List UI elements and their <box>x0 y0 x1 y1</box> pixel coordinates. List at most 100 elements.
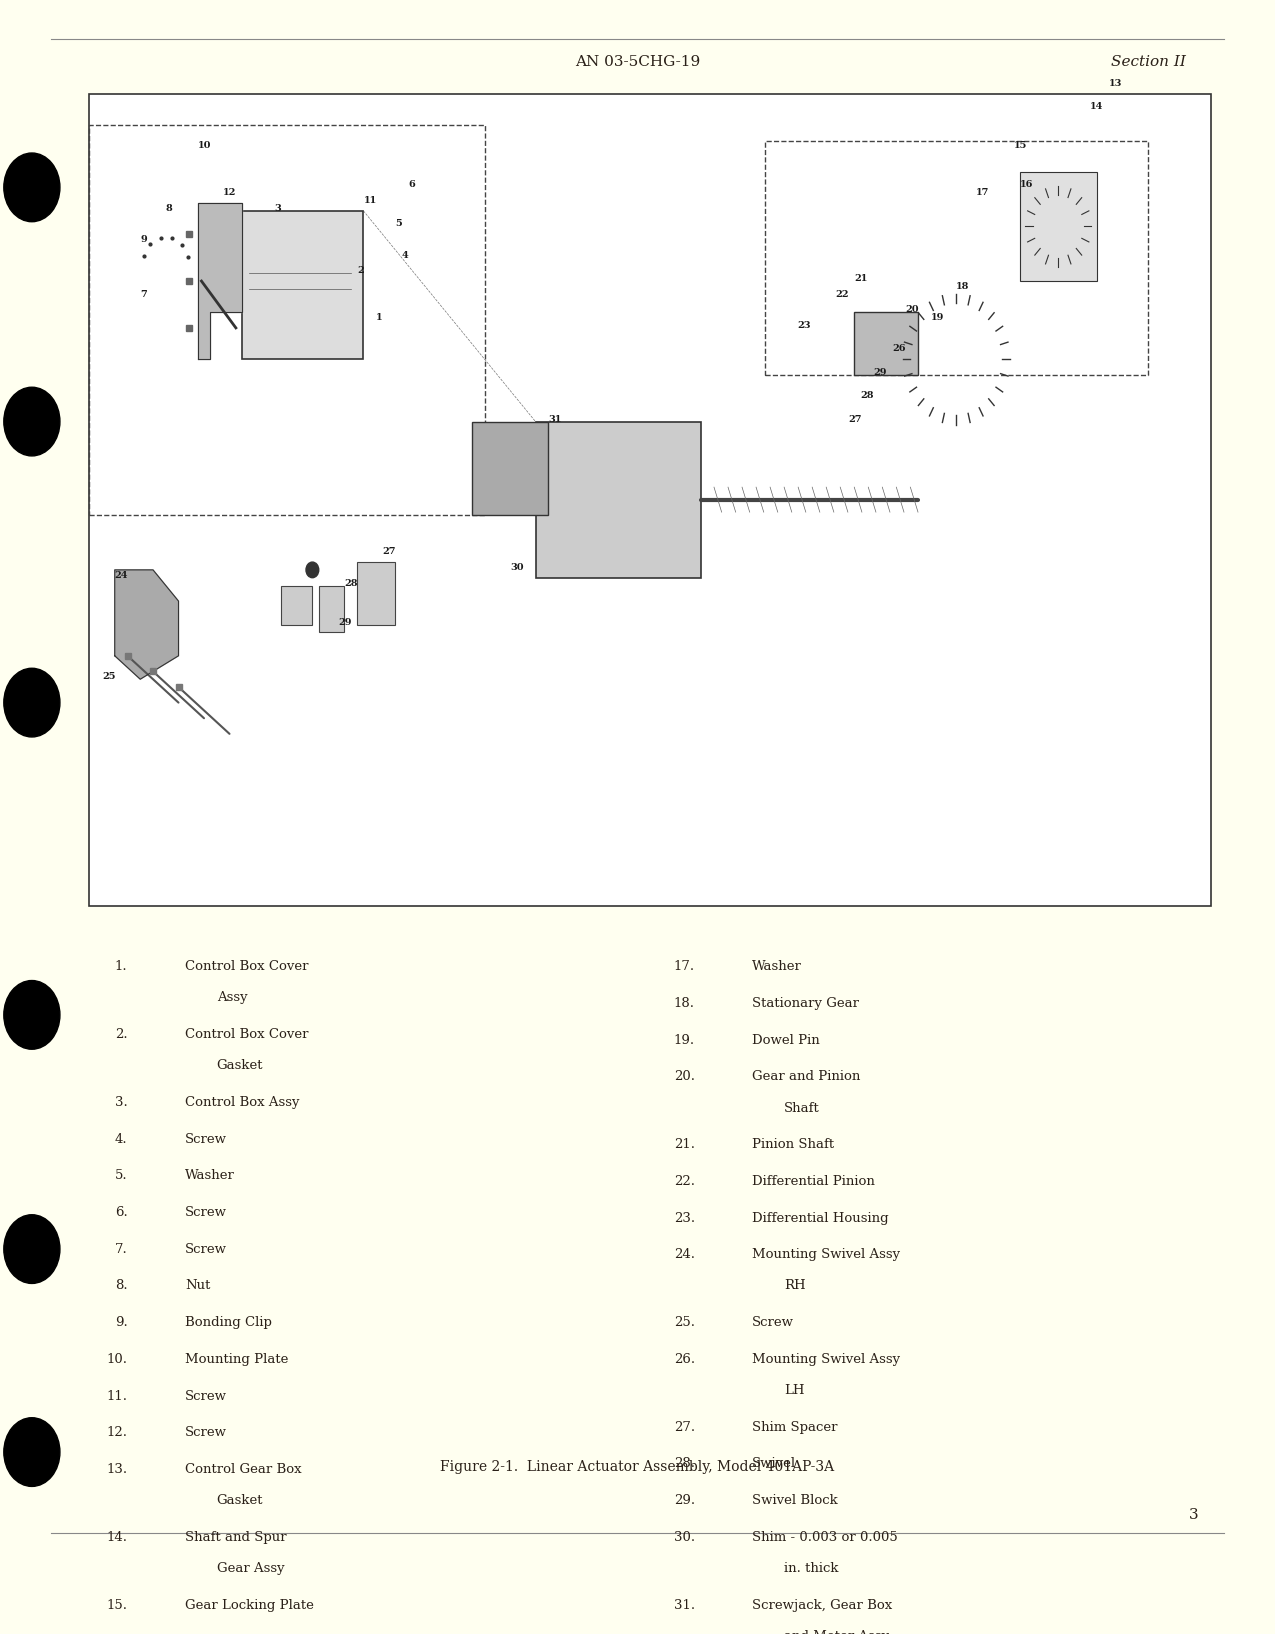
Bar <box>357 562 395 624</box>
Text: 9: 9 <box>140 235 147 243</box>
Text: 6.: 6. <box>115 1206 128 1219</box>
Text: Shim - 0.003 or 0.005: Shim - 0.003 or 0.005 <box>752 1531 898 1544</box>
Text: Shim Spacer: Shim Spacer <box>752 1420 838 1433</box>
Text: Swivel Block: Swivel Block <box>752 1493 838 1507</box>
Text: 25.: 25. <box>674 1315 695 1328</box>
Text: Figure 2-1.  Linear Actuator Assembly, Model 401AP-3A: Figure 2-1. Linear Actuator Assembly, Mo… <box>440 1459 835 1474</box>
Text: 7.: 7. <box>115 1243 128 1257</box>
Text: Gear and Pinion: Gear and Pinion <box>752 1070 861 1083</box>
Text: 3: 3 <box>1188 1508 1198 1523</box>
Text: Shaft and Spur: Shaft and Spur <box>185 1531 287 1544</box>
Text: 1: 1 <box>376 314 382 322</box>
Bar <box>1020 172 1096 281</box>
Text: 19.: 19. <box>673 1034 695 1047</box>
Text: 2.: 2. <box>115 1028 128 1041</box>
Text: and Motor Assy: and Motor Assy <box>784 1629 889 1634</box>
Text: Screw: Screw <box>185 1389 227 1402</box>
Text: Screw: Screw <box>185 1132 227 1145</box>
Text: Gear Locking Plate: Gear Locking Plate <box>185 1598 314 1611</box>
Circle shape <box>4 154 60 222</box>
Text: 31.: 31. <box>673 1598 695 1611</box>
Text: 5: 5 <box>395 219 402 229</box>
Bar <box>280 585 312 624</box>
Circle shape <box>4 387 60 456</box>
Circle shape <box>4 980 60 1049</box>
Text: 8.: 8. <box>115 1279 128 1292</box>
Text: 28: 28 <box>861 391 875 400</box>
Bar <box>536 422 701 578</box>
Text: 10.: 10. <box>107 1353 128 1366</box>
Text: Screw: Screw <box>185 1206 227 1219</box>
Text: 29: 29 <box>338 618 352 626</box>
Text: Gasket: Gasket <box>217 1059 263 1072</box>
Bar <box>472 422 548 515</box>
Text: 26: 26 <box>892 345 907 353</box>
Text: 27.: 27. <box>673 1420 695 1433</box>
Text: 20: 20 <box>905 306 919 314</box>
Text: 3.: 3. <box>115 1096 128 1109</box>
Text: Pinion Shaft: Pinion Shaft <box>752 1139 834 1152</box>
Text: Differential Pinion: Differential Pinion <box>752 1175 875 1188</box>
Text: 14: 14 <box>1090 103 1103 111</box>
Text: 1.: 1. <box>115 961 128 974</box>
Text: 8: 8 <box>166 204 172 212</box>
Text: 3: 3 <box>274 204 280 212</box>
Text: 29: 29 <box>873 368 887 377</box>
Bar <box>89 93 1211 905</box>
Text: LH: LH <box>784 1384 805 1397</box>
Bar <box>319 585 344 632</box>
Text: 17: 17 <box>975 188 988 198</box>
Circle shape <box>4 1418 60 1487</box>
Text: 17.: 17. <box>673 961 695 974</box>
Text: 18.: 18. <box>674 997 695 1010</box>
Text: 6: 6 <box>408 180 414 190</box>
Text: 23: 23 <box>797 320 811 330</box>
Text: Control Box Cover: Control Box Cover <box>185 961 309 974</box>
Text: Nut: Nut <box>185 1279 210 1292</box>
Text: 27: 27 <box>848 415 862 423</box>
Text: 26.: 26. <box>673 1353 695 1366</box>
Circle shape <box>4 668 60 737</box>
Bar <box>854 312 918 374</box>
Text: 19: 19 <box>931 314 944 322</box>
Text: 25: 25 <box>102 672 116 681</box>
Text: 16: 16 <box>1020 180 1033 190</box>
Text: 12.: 12. <box>107 1426 128 1440</box>
Text: 13: 13 <box>1109 78 1122 88</box>
Text: 21: 21 <box>854 275 867 283</box>
Text: 24: 24 <box>115 570 129 580</box>
Text: 23.: 23. <box>673 1211 695 1224</box>
Text: 2: 2 <box>357 266 363 275</box>
Text: Screw: Screw <box>185 1426 227 1440</box>
Text: Swivel: Swivel <box>752 1458 797 1471</box>
Text: in. thick: in. thick <box>784 1562 839 1575</box>
Text: Screw: Screw <box>185 1243 227 1257</box>
Text: 28.: 28. <box>674 1458 695 1471</box>
Text: 15.: 15. <box>107 1598 128 1611</box>
Text: 5.: 5. <box>115 1170 128 1183</box>
Text: Control Box Assy: Control Box Assy <box>185 1096 300 1109</box>
Text: 7: 7 <box>140 289 147 299</box>
Text: 13.: 13. <box>106 1462 128 1476</box>
Text: 12: 12 <box>223 188 236 198</box>
Text: 4: 4 <box>402 250 408 260</box>
Text: Control Box Cover: Control Box Cover <box>185 1028 309 1041</box>
Text: Gear Assy: Gear Assy <box>217 1562 284 1575</box>
Text: Differential Housing: Differential Housing <box>752 1211 889 1224</box>
Text: Washer: Washer <box>752 961 802 974</box>
Text: Dowel Pin: Dowel Pin <box>752 1034 820 1047</box>
Text: 4.: 4. <box>115 1132 128 1145</box>
Text: Mounting Swivel Assy: Mounting Swivel Assy <box>752 1248 900 1261</box>
Text: Section II: Section II <box>1111 54 1186 69</box>
Text: Shaft: Shaft <box>784 1101 820 1114</box>
Text: 22: 22 <box>835 289 849 299</box>
Text: Control Gear Box: Control Gear Box <box>185 1462 301 1476</box>
Bar <box>242 211 363 359</box>
Text: 27: 27 <box>382 547 397 556</box>
Text: 24.: 24. <box>674 1248 695 1261</box>
Text: RH: RH <box>784 1279 806 1292</box>
Text: 10: 10 <box>198 141 212 150</box>
Text: Screw: Screw <box>752 1315 794 1328</box>
Text: 11.: 11. <box>107 1389 128 1402</box>
Text: Washer: Washer <box>185 1170 235 1183</box>
